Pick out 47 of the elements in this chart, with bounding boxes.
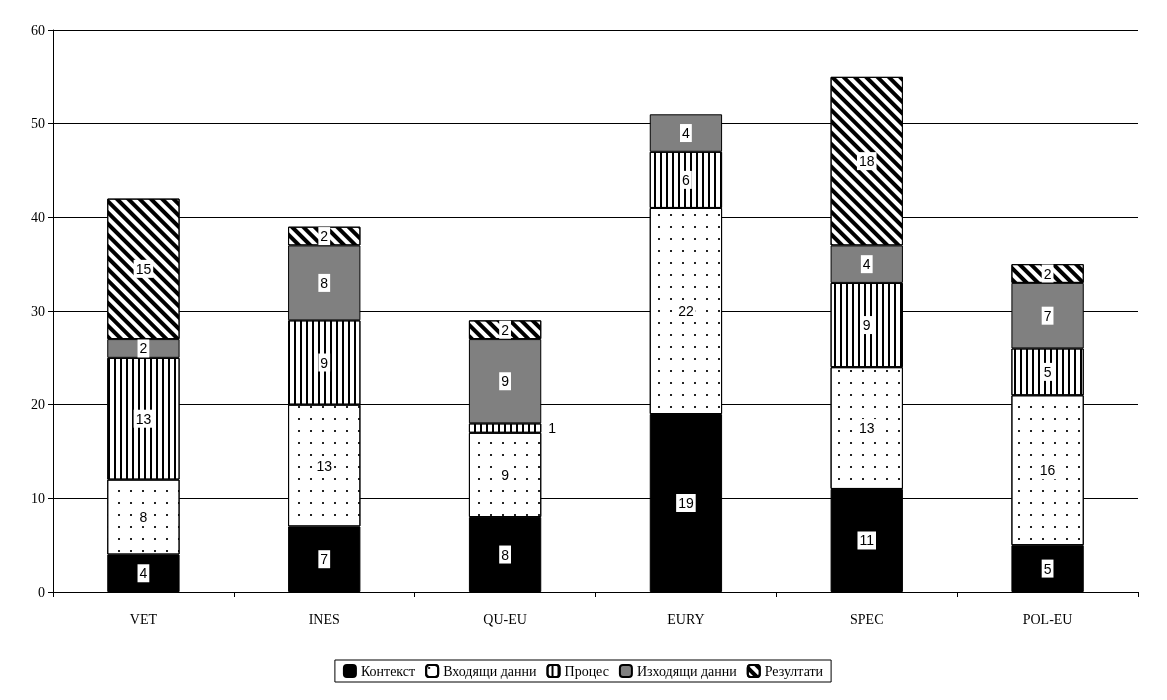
data-label: 8 — [139, 509, 148, 526]
data-label: 15 — [135, 260, 152, 277]
data-label: 9 — [501, 373, 510, 390]
data-label: 13 — [135, 410, 152, 427]
y-tick-label: 30 — [31, 303, 45, 319]
data-label: 8 — [501, 546, 510, 563]
legend-label: Изходящи данни — [636, 663, 738, 679]
data-label: 1 — [548, 420, 557, 437]
data-label: 13 — [858, 420, 875, 437]
x-tick-label: POL-EU — [1022, 611, 1073, 627]
data-label: 8 — [320, 274, 329, 291]
data-label: 22 — [678, 303, 694, 319]
data-label: 18 — [858, 153, 875, 170]
data-label: 11 — [859, 532, 875, 549]
data-label: 7 — [1043, 307, 1052, 324]
legend-label: Контекст — [360, 663, 416, 679]
data-label: 5 — [1043, 560, 1052, 577]
data-label: 7 — [320, 551, 329, 568]
data-label: 4 — [862, 256, 871, 273]
data-label: 2 — [139, 340, 148, 357]
y-tick-label: 50 — [31, 116, 45, 132]
data-label: 2 — [320, 228, 329, 245]
data-label: 16 — [1039, 462, 1056, 479]
x-tick-label: QU-EU — [483, 611, 527, 627]
data-label: 9 — [501, 466, 510, 483]
legend-label: Резултати — [764, 663, 824, 679]
y-tick-label: 10 — [31, 490, 45, 506]
x-tick-label: VET — [129, 611, 158, 627]
x-tick-label: EURY — [667, 611, 705, 627]
data-label: 5 — [1043, 363, 1052, 380]
legend-label: Процес — [564, 663, 609, 679]
data-label: 2 — [501, 321, 510, 338]
y-tick-label: 20 — [31, 397, 45, 413]
legend-label: Входящи данни — [443, 663, 538, 679]
data-label: 13 — [316, 457, 333, 474]
data-label: 4 — [139, 565, 148, 582]
data-label: 19 — [678, 495, 694, 512]
data-label: 4 — [682, 125, 691, 142]
y-tick-label: 0 — [38, 584, 45, 600]
y-tick-label: 40 — [31, 209, 45, 225]
data-label: 9 — [320, 354, 329, 371]
x-tick-label: SPEC — [850, 611, 884, 627]
y-tick-label: 60 — [31, 22, 45, 38]
data-label: 9 — [862, 317, 871, 334]
data-label: 2 — [1043, 265, 1052, 282]
x-tick-label: INES — [308, 611, 340, 627]
data-label: 6 — [682, 171, 691, 188]
